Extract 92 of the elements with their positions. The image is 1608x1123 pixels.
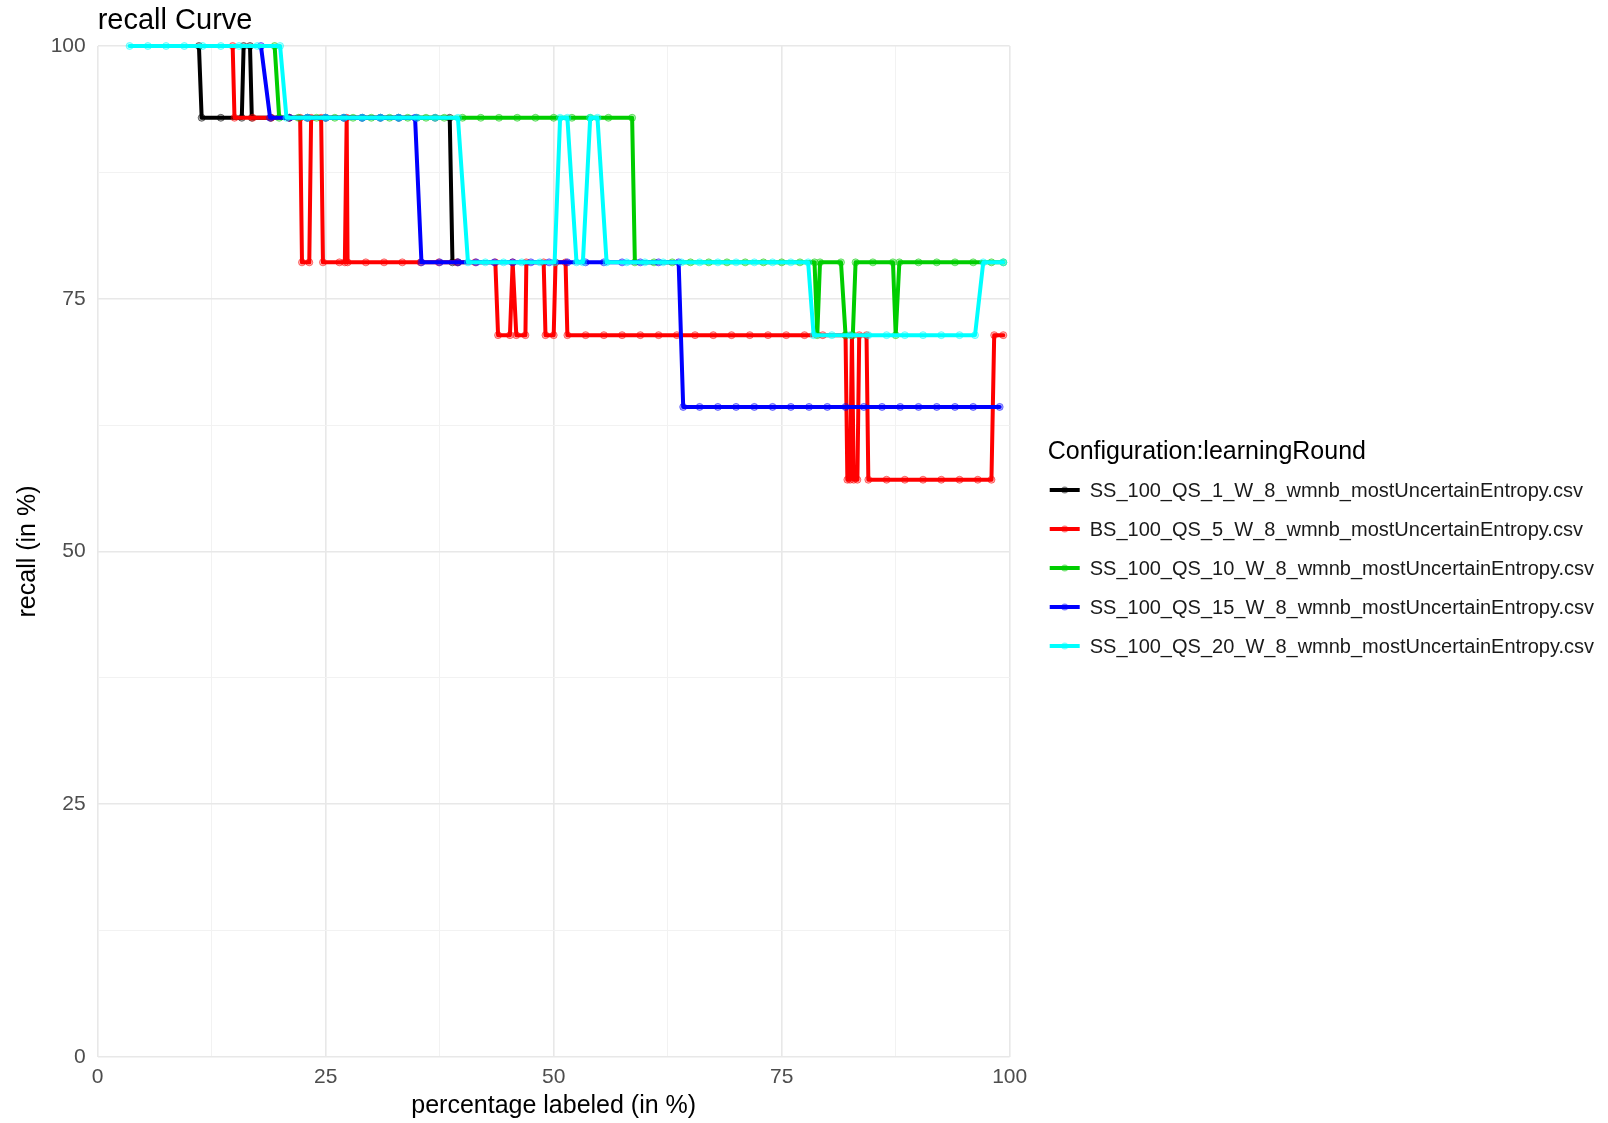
point bbox=[809, 331, 818, 340]
x-axis-title: percentage labeled (in %) bbox=[411, 1090, 697, 1119]
point bbox=[476, 113, 485, 122]
point bbox=[481, 258, 490, 267]
point bbox=[453, 113, 462, 122]
point bbox=[841, 402, 850, 411]
point bbox=[640, 258, 649, 267]
point bbox=[180, 42, 189, 50]
point bbox=[572, 258, 581, 267]
point bbox=[868, 258, 877, 267]
y-tick-label: 25 bbox=[62, 791, 86, 815]
point bbox=[895, 258, 904, 267]
point bbox=[276, 42, 285, 50]
legend-label: BS_100_QS_5_W_8_wmnb_mostUncertainEntropy.csv bbox=[1089, 517, 1583, 541]
point bbox=[768, 258, 777, 267]
y-tick-label: 50 bbox=[62, 538, 86, 562]
point bbox=[969, 402, 978, 411]
point bbox=[659, 258, 668, 267]
point bbox=[805, 402, 814, 411]
point bbox=[932, 258, 941, 267]
point bbox=[563, 113, 572, 122]
point bbox=[878, 402, 887, 411]
point bbox=[888, 258, 897, 267]
legend-title: Configuration:learningRound bbox=[1047, 436, 1366, 465]
legend-label: SS_100_QS_15_W_8_wmnb_mostUncertainEntropy.csv bbox=[1089, 595, 1595, 619]
point bbox=[786, 402, 795, 411]
point bbox=[143, 42, 152, 50]
point bbox=[900, 331, 909, 340]
point bbox=[216, 42, 225, 50]
y-tick-label: 100 bbox=[50, 32, 86, 56]
point bbox=[732, 402, 741, 411]
point bbox=[950, 258, 959, 267]
point bbox=[914, 402, 923, 411]
point bbox=[197, 113, 206, 122]
point bbox=[750, 402, 759, 411]
point bbox=[549, 113, 558, 122]
point bbox=[517, 258, 526, 267]
point bbox=[816, 258, 824, 267]
point bbox=[695, 402, 704, 411]
point bbox=[556, 113, 565, 122]
point bbox=[896, 402, 905, 411]
point bbox=[950, 402, 959, 411]
point bbox=[882, 331, 891, 340]
point bbox=[593, 113, 602, 122]
point bbox=[198, 42, 207, 50]
x-tick-label: 75 bbox=[770, 1064, 794, 1088]
x-tick-label: 50 bbox=[542, 1064, 566, 1088]
point bbox=[499, 258, 508, 267]
point bbox=[823, 402, 832, 411]
legend-label: SS_100_QS_20_W_8_wmnb_mostUncertainEntropy.csv bbox=[1089, 634, 1595, 658]
point bbox=[932, 402, 941, 411]
point bbox=[713, 402, 722, 411]
point bbox=[995, 402, 1004, 411]
x-tick-label: 25 bbox=[314, 1064, 338, 1088]
y-tick-label: 75 bbox=[62, 285, 86, 309]
legend-label: SS_100_QS_10_W_8_wmnb_mostUncertainEntropy.csv bbox=[1089, 556, 1595, 580]
point bbox=[969, 258, 978, 267]
point bbox=[679, 402, 688, 411]
x-tick-label: 0 bbox=[91, 1064, 104, 1088]
point bbox=[732, 258, 741, 267]
y-axis-title: recall (in %) bbox=[11, 485, 40, 618]
point bbox=[628, 113, 637, 122]
point bbox=[768, 402, 777, 411]
point bbox=[937, 331, 946, 340]
point bbox=[971, 331, 980, 340]
point bbox=[786, 258, 795, 267]
point bbox=[955, 331, 964, 340]
legend-label: SS_100_QS_1_W_8_wmnb_mostUncertainEntropy.csv bbox=[1089, 478, 1583, 502]
point bbox=[494, 113, 503, 122]
point bbox=[216, 113, 225, 122]
point bbox=[622, 258, 631, 267]
point bbox=[750, 258, 759, 267]
point bbox=[836, 258, 845, 267]
point bbox=[804, 258, 813, 267]
y-tick-label: 0 bbox=[74, 1043, 86, 1067]
point bbox=[851, 258, 860, 267]
chart-title: recall Curve bbox=[97, 3, 253, 35]
point bbox=[604, 113, 613, 122]
point bbox=[531, 113, 540, 122]
point bbox=[914, 258, 923, 267]
point bbox=[713, 258, 722, 267]
point bbox=[235, 42, 244, 50]
point bbox=[979, 258, 988, 267]
point bbox=[513, 113, 522, 122]
point bbox=[162, 42, 171, 50]
x-tick-label: 100 bbox=[992, 1064, 1028, 1088]
point bbox=[125, 42, 134, 50]
point bbox=[859, 402, 868, 411]
point bbox=[827, 331, 836, 340]
point bbox=[695, 258, 704, 267]
point bbox=[919, 331, 928, 340]
point bbox=[463, 258, 472, 267]
